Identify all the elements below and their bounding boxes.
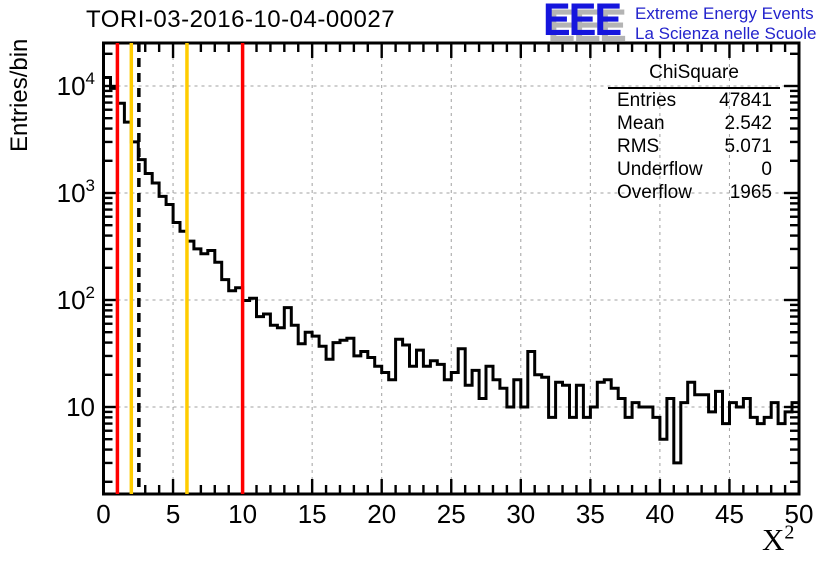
x-tick-label: 45 <box>715 499 744 529</box>
plot-frame <box>102 41 801 496</box>
stats-row-label: Entries <box>617 90 677 111</box>
y-tick-label: 102 <box>57 283 95 315</box>
stats-row: RMS 5.071 <box>608 135 780 158</box>
y-axis-title: Entries/bin <box>6 38 33 152</box>
histogram-path <box>103 76 799 465</box>
x-tick-label: 35 <box>576 499 605 529</box>
stats-row-value: 5.071 <box>724 136 772 157</box>
x-axis-labels: 0 5 10 15 20 25 30 35 40 45 50 <box>96 499 813 529</box>
stats-row: Overflow 1965 <box>608 181 780 204</box>
eee-logo-line2: La Scienza nelle Scuole <box>635 24 817 43</box>
x-axis-title: X2 <box>762 522 794 558</box>
y-tick-label: 104 <box>57 69 95 101</box>
x-tick-label: 10 <box>228 499 257 529</box>
x-tick-label: 15 <box>298 499 327 529</box>
stats-row: Entries 47841 <box>608 89 780 112</box>
x-axis-title-exponent: 2 <box>784 521 795 544</box>
plot-title: TORI-03-2016-10-04-00027 <box>86 6 396 33</box>
stats-row-value: 0 <box>761 159 772 180</box>
y-tick-label: 10 <box>66 392 95 422</box>
x-tick-label: 40 <box>645 499 674 529</box>
stats-rows: Entries 47841 Mean 2.542 RMS 5.071 Underflow 0 O… <box>608 89 780 204</box>
stats-row-label: Underflow <box>617 159 703 180</box>
eee-logo-letters: EEE <box>543 0 622 45</box>
stats-row: Underflow 0 <box>608 158 780 181</box>
y-axis-labels: 10 102 103 104 <box>57 69 95 422</box>
eee-logo-line1: Extreme Energy Events <box>635 4 814 23</box>
stats-row-label: Overflow <box>617 182 692 203</box>
eee-logo: EEE Extreme Energy Events La Scienza nel… <box>541 0 836 50</box>
stats-row: Mean 2.542 <box>608 112 780 135</box>
stats-row-label: Mean <box>617 113 665 134</box>
x-tick-label: 25 <box>437 499 466 529</box>
stats-row-value: 1965 <box>729 182 772 203</box>
marker-lines <box>115 43 245 494</box>
x-axis-title-base: X <box>762 522 785 557</box>
stats-row-value: 47841 <box>719 90 772 111</box>
histogram-line <box>103 76 799 465</box>
stats-row-label: RMS <box>617 136 660 157</box>
eee-logo-text: Extreme Energy Events La Scienza nelle S… <box>635 4 816 44</box>
stats-row-value: 2.542 <box>724 113 772 134</box>
x-tick-label: 0 <box>96 499 110 529</box>
x-tick-label: 20 <box>367 499 396 529</box>
x-tick-label: 30 <box>506 499 535 529</box>
x-tick-label: 5 <box>166 499 180 529</box>
x-tick-label: 50 <box>785 499 814 529</box>
stats-box-title: ChiSquare <box>608 62 780 89</box>
y-tick-label: 103 <box>57 176 95 208</box>
stats-box: ChiSquare Entries 47841 Mean 2.542 RMS 5.071 U… <box>608 62 780 204</box>
